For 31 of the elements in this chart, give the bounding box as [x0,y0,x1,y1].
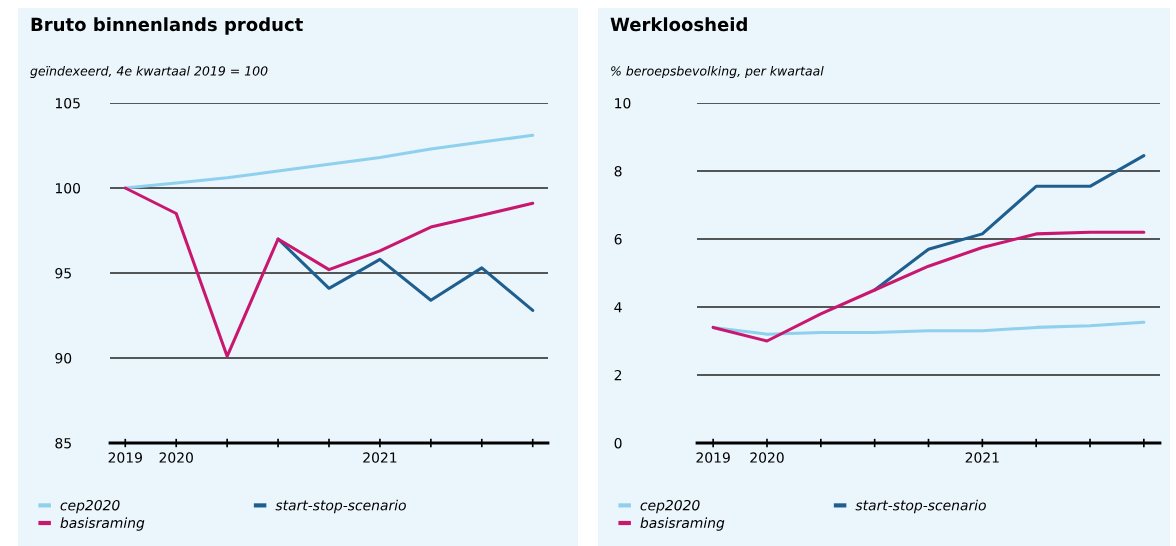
y-tick-label: 90 [55,352,72,364]
x-tick-label: 2020 [159,452,193,463]
chart-subtitle: geïndexeerd, 4e kwartaal 2019 = 100 [30,65,268,79]
x-tick-label: 2021 [363,452,397,463]
y-tick-label: 105 [55,97,80,109]
y-tick-label: 85 [55,437,71,449]
chart-subtitle: % beroepsbevolking, per kwartaal [611,65,824,79]
chart-title: Werkloosheid [610,17,747,32]
line-series [711,230,1146,343]
y-tick-label: 8 [614,165,622,177]
y-tick-label: 6 [614,233,622,245]
legend-label: basisraming [640,517,725,531]
y-tick-label: 10 [615,97,631,109]
line-series [276,237,535,312]
legend-label: cep2020 [640,499,700,514]
legend-label: start-stop-scenario [855,499,986,514]
x-tick-label: 2021 [965,452,999,463]
x-tick-label: 2019 [108,452,142,463]
chart-title: Bruto binnenlands product [31,17,303,35]
x-tick-label: 2020 [750,452,784,463]
legend-label: cep2020 [60,499,120,514]
line-series [123,186,535,358]
y-tick-label: 100 [55,182,81,194]
y-tick-label: 0 [614,437,622,449]
legend-label: basisraming [60,517,145,531]
y-tick-label: 95 [55,267,71,279]
y-tick-label: 4 [614,302,622,313]
legend-label: start-stop-scenario [275,499,406,514]
line-series [123,133,535,190]
x-tick-label: 2019 [696,452,730,463]
y-tick-label: 2 [614,369,622,381]
